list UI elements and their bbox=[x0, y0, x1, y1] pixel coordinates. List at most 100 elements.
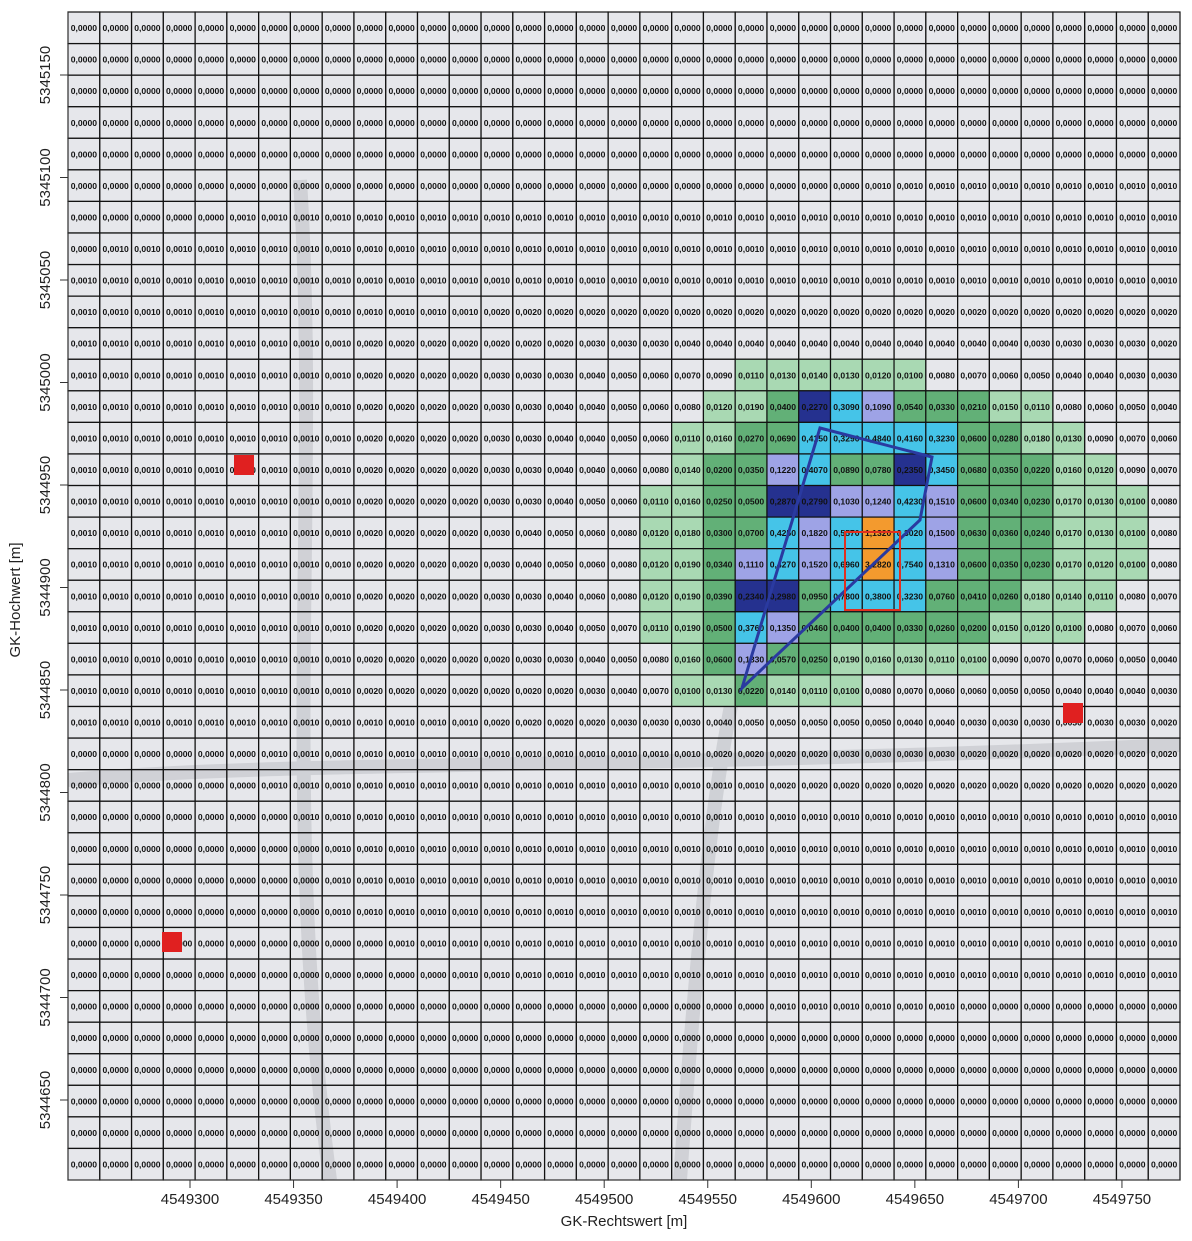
cell-value: 0,0010 bbox=[388, 907, 415, 917]
cell-value: 0,0000 bbox=[388, 149, 415, 159]
cell-value: 0,0020 bbox=[1087, 781, 1114, 791]
cell-value: 0,0000 bbox=[103, 55, 130, 65]
cell-value: 0,0010 bbox=[293, 528, 320, 538]
cell-value: 0,0000 bbox=[1087, 1096, 1114, 1106]
cell-value: 0,0110 bbox=[802, 686, 828, 696]
cell-value: 0,0020 bbox=[452, 623, 479, 633]
cell-value: 0,0010 bbox=[579, 812, 606, 822]
cell-value: 0,0010 bbox=[1151, 212, 1178, 222]
cell-value: 0,0000 bbox=[198, 55, 225, 65]
cell-value: 0,0010 bbox=[547, 244, 574, 254]
cell-value: 0,0000 bbox=[611, 1065, 638, 1075]
cell-value: 0,0080 bbox=[643, 465, 670, 475]
cell-value: 0,0000 bbox=[198, 970, 225, 980]
cell-value: 0,0020 bbox=[1119, 781, 1146, 791]
cell-value: 0,0010 bbox=[198, 402, 225, 412]
cell-value: 0,0000 bbox=[103, 1096, 130, 1106]
cell-value: 0,0010 bbox=[452, 718, 479, 728]
cell-value: 0,0080 bbox=[611, 591, 638, 601]
cell-value: 0,0360 bbox=[992, 528, 1019, 538]
cell-value: 0,0020 bbox=[547, 307, 574, 317]
y-tick-label: 5344950 bbox=[37, 456, 54, 514]
cell-value: 0,0000 bbox=[674, 1128, 701, 1138]
cell-value: 0,0010 bbox=[770, 1002, 797, 1012]
cell-value: 0,0010 bbox=[643, 812, 670, 822]
cell-value: 0,0020 bbox=[579, 718, 606, 728]
cell-value: 0,0020 bbox=[833, 781, 860, 791]
cell-value: 0,0000 bbox=[71, 875, 98, 885]
cell-value: 0,0000 bbox=[198, 118, 225, 128]
cell-value: 0,0010 bbox=[420, 749, 447, 759]
cell-value: 0,0080 bbox=[1056, 402, 1083, 412]
cell-value: 0,0000 bbox=[293, 907, 320, 917]
cell-value: 0,0010 bbox=[198, 244, 225, 254]
cell-value: 0,0250 bbox=[801, 654, 828, 664]
cell-value: 0,0000 bbox=[801, 23, 828, 33]
cell-value: 0,0000 bbox=[516, 1002, 543, 1012]
cell-value: 0,0000 bbox=[388, 1128, 415, 1138]
cell-value: 0,3800 bbox=[865, 591, 892, 601]
cell-value: 0,0000 bbox=[579, 55, 606, 65]
cell-value: 0,0000 bbox=[929, 23, 956, 33]
cell-value: 0,0000 bbox=[770, 149, 797, 159]
cell-value: 0,0010 bbox=[357, 812, 384, 822]
cell-value: 0,0000 bbox=[103, 844, 130, 854]
cell-value: 0,0000 bbox=[801, 181, 828, 191]
cell-value: 0,0040 bbox=[547, 623, 574, 633]
cell-value: 0,0400 bbox=[833, 623, 860, 633]
cell-value: 0,0000 bbox=[71, 1033, 98, 1043]
cell-value: 0,0000 bbox=[611, 55, 638, 65]
cell-value: 0,0010 bbox=[1087, 244, 1114, 254]
cell-value: 0,0010 bbox=[865, 939, 892, 949]
cell-value: 0,0000 bbox=[261, 844, 288, 854]
cell-value: 0,0030 bbox=[484, 433, 511, 443]
cell-value: 0,0000 bbox=[261, 1002, 288, 1012]
cell-value: 0,0010 bbox=[738, 939, 765, 949]
cell-value: 0,0060 bbox=[1151, 623, 1178, 633]
cell-value: 0,0040 bbox=[611, 686, 638, 696]
cell-value: 0,0010 bbox=[674, 781, 701, 791]
cell-value: 0,0000 bbox=[547, 1033, 574, 1043]
cell-value: 0,0020 bbox=[357, 339, 384, 349]
cell-value: 0,0010 bbox=[325, 686, 352, 696]
cell-value: 0,0000 bbox=[452, 1159, 479, 1169]
cell-value: 0,0080 bbox=[865, 686, 892, 696]
cell-value: 0,0010 bbox=[865, 212, 892, 222]
cell-value: 0,0000 bbox=[261, 55, 288, 65]
cell-value: 0,0060 bbox=[611, 497, 638, 507]
cell-value: 0,0010 bbox=[674, 970, 701, 980]
cell-value: 0,0010 bbox=[134, 402, 161, 412]
cell-value: 0,0020 bbox=[420, 402, 447, 412]
cell-value: 0,0000 bbox=[1151, 86, 1178, 96]
cell-value: 0,0020 bbox=[452, 654, 479, 664]
cell-value: 0,0030 bbox=[484, 370, 511, 380]
cell-value: 0,0000 bbox=[484, 1096, 511, 1106]
cell-value: 0,0000 bbox=[1056, 1065, 1083, 1075]
cell-value: 0,0000 bbox=[388, 1159, 415, 1169]
cell-value: 0,0010 bbox=[134, 433, 161, 443]
cell-value: 0,0000 bbox=[706, 1128, 733, 1138]
cell-value: 0,0000 bbox=[897, 55, 924, 65]
cell-value: 0,0000 bbox=[1024, 1002, 1051, 1012]
cell-value: 0,0020 bbox=[357, 497, 384, 507]
cell-value: 0,0000 bbox=[897, 1096, 924, 1106]
cell-value: 0,1240 bbox=[865, 497, 892, 507]
cell-value: 0,0000 bbox=[770, 1128, 797, 1138]
cell-value: 0,0010 bbox=[1024, 844, 1051, 854]
cell-value: 0,0000 bbox=[166, 781, 193, 791]
cell-value: 0,0020 bbox=[547, 339, 574, 349]
cell-value: 0,0000 bbox=[103, 23, 130, 33]
cell-value: 0,0000 bbox=[643, 86, 670, 96]
cell-value: 0,0000 bbox=[134, 1128, 161, 1138]
cell-value: 0,0030 bbox=[1087, 718, 1114, 728]
cell-value: 0,0010 bbox=[1119, 907, 1146, 917]
cell-value: 0,0000 bbox=[897, 1128, 924, 1138]
x-tick-label: 4549650 bbox=[886, 1191, 944, 1208]
cell-value: 0,0000 bbox=[230, 149, 257, 159]
cell-value: 0,0190 bbox=[674, 623, 701, 633]
cell-value: 0,0000 bbox=[325, 1096, 352, 1106]
cell-value: 0,0010 bbox=[293, 623, 320, 633]
cell-value: 0,0010 bbox=[230, 560, 257, 570]
cell-value: 0,0010 bbox=[261, 276, 288, 286]
cell-value: 0,0010 bbox=[388, 718, 415, 728]
